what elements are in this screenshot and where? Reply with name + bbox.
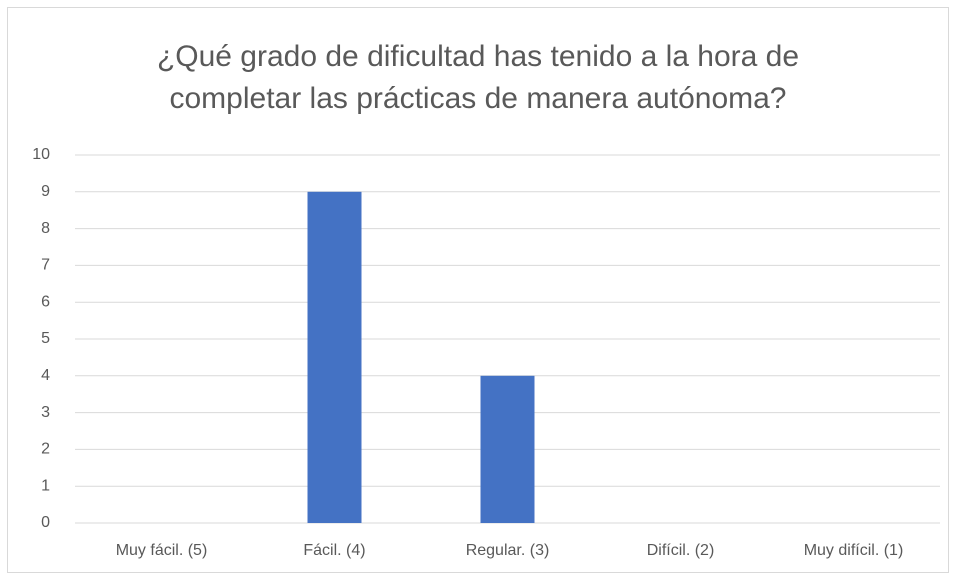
y-tick-label: 2: [41, 441, 50, 458]
y-tick-label: 9: [41, 183, 50, 200]
y-tick-label: 8: [41, 220, 50, 237]
y-tick-label: 5: [41, 330, 50, 347]
y-tick-label: 6: [41, 293, 50, 310]
bar: [480, 375, 535, 523]
x-tick-label: Regular. (3): [466, 542, 550, 559]
chart-title: ¿Qué grado de dificultad has tenido a la…: [156, 40, 800, 115]
chart-border: [7, 7, 949, 573]
y-tick-label: 0: [41, 514, 50, 531]
bar: [307, 191, 362, 524]
y-tick-label: 3: [41, 404, 50, 421]
y-tick-label: 4: [41, 367, 50, 384]
y-tick-label: 10: [32, 146, 50, 163]
y-tick-label: 1: [41, 477, 50, 494]
x-tick-label: Muy fácil. (5): [116, 542, 208, 559]
y-tick-label: 7: [41, 257, 50, 274]
x-tick-label: Difícil. (2): [647, 542, 715, 559]
x-tick-label: Fácil. (4): [303, 542, 365, 559]
x-tick-label: Muy difícil. (1): [804, 542, 904, 559]
